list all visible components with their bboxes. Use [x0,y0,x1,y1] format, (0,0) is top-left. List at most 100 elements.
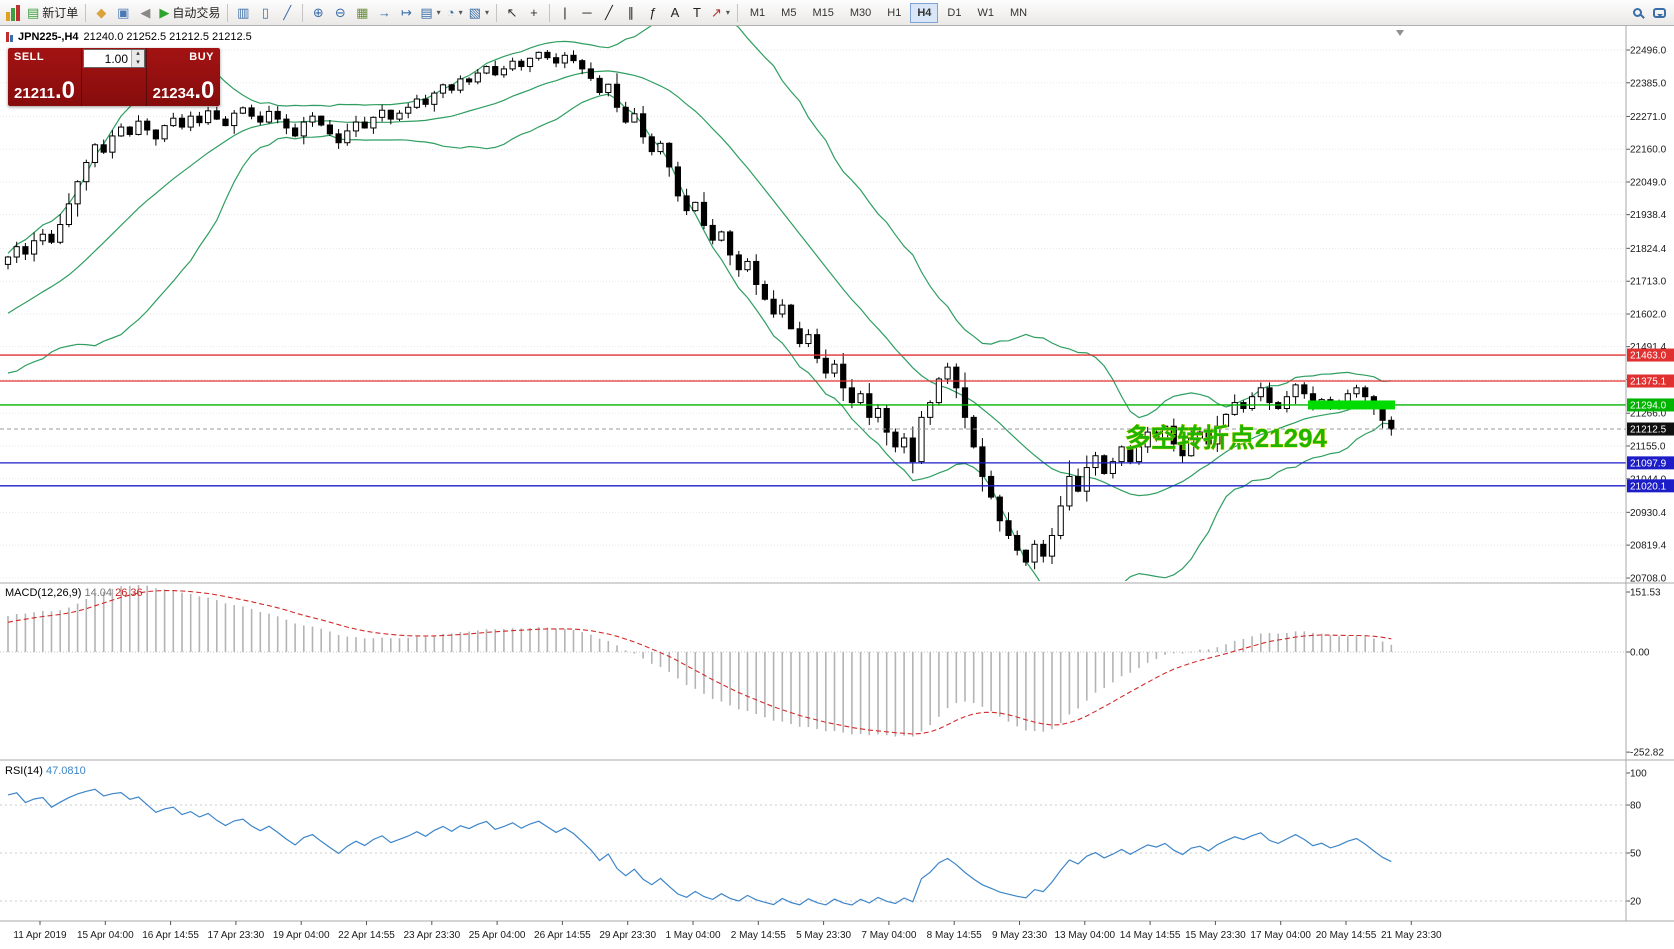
timeframe-w1-button[interactable]: W1 [977,6,994,19]
vertical-line-button[interactable]: | [554,2,576,24]
zoom-out-button[interactable]: ⊖ [329,2,351,24]
dropdown-caret-icon: ▾ [484,8,489,17]
volume-input[interactable]: 1.00 ▴ ▾ [83,49,145,68]
period-icon: ◔ [446,5,455,20]
search-button[interactable] [1626,2,1648,24]
equidistant-channel-icon: ∥ [627,5,635,20]
volume-box: 1.00 ▴ ▾ [82,48,146,106]
buy-label: BUY [189,51,214,63]
new-order-button[interactable]: ▤ 新订单 [24,2,81,24]
arrows-icon: ↗ [710,5,722,20]
accounts-button[interactable]: ▣ [112,2,134,24]
toolbar-separator [736,3,738,22]
dropdown-caret-icon: ▾ [458,8,463,17]
timeframe-m5-button[interactable]: M5 [781,6,797,19]
time-axis-label: 29 Apr 23:30 [599,930,656,941]
crosshair-button[interactable]: + [523,2,545,24]
favorites-icon: ◆ [96,5,107,20]
autotrade-button[interactable]: ▶ 自动交易 [156,2,223,24]
volume-up-button[interactable]: ▴ [132,50,144,59]
svg-text:0.00: 0.00 [1630,648,1650,659]
equidistant-channel-button[interactable]: ∥ [620,2,642,24]
time-axis-label: 25 Apr 04:00 [469,930,526,941]
svg-text:22385.0: 22385.0 [1630,78,1667,89]
timeframe-h1-button[interactable]: H1 [887,6,902,19]
bar-chart-icon: ▥ [237,5,250,20]
candlestick-mini-icon [6,32,13,42]
cursor-button[interactable]: ↖ [501,2,523,24]
favorites-button[interactable]: ◆ [90,2,112,24]
text-button[interactable]: A [664,2,686,24]
svg-text:80: 80 [1630,801,1642,812]
horizontal-line-button[interactable]: ─ [576,2,598,24]
new-chart-button[interactable]: ▤ ▾ [417,2,443,24]
sell-button[interactable]: SELL 21211.0 [8,48,82,106]
main-toolbar: ▤ 新订单 ◆ ▣ ◀ ▶ 自动交易 ▥ ▯ ╱ ⊕ ⊖ ▦ → ↦ ▤ ▾ ◔ ▾ ▧ ▾ ↖ + | ─ ╱ ∥ ƒ A T ↗ ▾ M1 M… [0,0,1674,26]
templates-button[interactable]: ▧ ▾ [466,2,492,24]
svg-text:21020.1: 21020.1 [1630,481,1667,492]
zoom-out-icon: ⊖ [334,5,346,20]
bar-chart-button[interactable]: ▥ [232,2,254,24]
timeframe-h4-button[interactable]: H4 [910,2,939,23]
zoom-in-button[interactable]: ⊕ [307,2,329,24]
period-button[interactable]: ◔ ▾ [444,2,466,24]
level-lines [0,354,1626,487]
volume-value: 1.00 [104,51,128,66]
sell-price: 21211.0 [14,77,75,104]
line-chart-icon: ╱ [283,5,292,20]
svg-text:21713.0: 21713.0 [1630,277,1667,288]
svg-text:20819.4: 20819.4 [1630,541,1667,552]
text-label-button[interactable]: T [686,2,708,24]
fibonacci-icon: ƒ [649,5,657,20]
time-axis-label: 7 May 04:00 [861,930,916,941]
svg-text:-252.82: -252.82 [1630,748,1664,759]
svg-text:50: 50 [1630,849,1642,860]
candlestick-chart-icon: ▯ [261,5,269,20]
svg-text:151.53: 151.53 [1630,587,1661,598]
chart-shift-button[interactable]: ↦ [395,2,417,24]
one-click-trading-panel: SELL 21211.0 1.00 ▴ ▾ BUY 21234.0 [8,48,220,106]
volume-down-button[interactable]: ▾ [132,58,144,67]
buy-button[interactable]: BUY 21234.0 [146,48,220,106]
sounds-button[interactable]: ◀ [134,2,156,24]
toolbar-separator [548,3,550,22]
arrows-button[interactable]: ↗ ▾ [708,2,733,24]
new-order-label: 新订单 [42,6,79,20]
svg-text:22496.0: 22496.0 [1630,46,1667,57]
svg-text:20930.4: 20930.4 [1630,508,1667,519]
chart-symbol-label: JPN225-,H4 [18,31,79,43]
timeframe-m15-button[interactable]: M15 [812,6,834,19]
horizontal-line-icon: ─ [582,5,592,20]
fibonacci-button[interactable]: ƒ [642,2,664,24]
highlight-bar-object[interactable] [1308,400,1395,410]
timeframe-d1-button[interactable]: D1 [947,6,962,19]
time-axis-label: 2 May 14:55 [731,930,786,941]
bollinger-lower-band [7,93,1392,581]
chart-snapshot-button[interactable]: ▦ [351,2,373,24]
line-chart-button[interactable]: ╱ [276,2,298,24]
time-axis-label: 13 May 04:00 [1054,930,1115,941]
timeframe-m1-button[interactable]: M1 [749,6,766,19]
annotation-text[interactable]: 多空转折点21294 [1124,423,1328,454]
time-axis-label: 17 Apr 23:30 [208,930,265,941]
svg-text:20: 20 [1630,897,1642,908]
chart-shift-icon: ↦ [400,5,412,20]
time-axis-label: 14 May 14:55 [1120,930,1181,941]
dropdown-caret-icon: ▾ [725,8,730,17]
autotrade-label: 自动交易 [172,6,221,20]
trendline-button[interactable]: ╱ [598,2,620,24]
text-label-icon: T [692,5,701,20]
candlestick-chart-button[interactable]: ▯ [254,2,276,24]
timeframe-mn-button[interactable]: MN [1009,6,1028,19]
chat-icon [1652,7,1666,18]
svg-text:21491.4: 21491.4 [1630,342,1667,353]
svg-text:21602.0: 21602.0 [1630,310,1667,321]
timeframe-m30-button[interactable]: M30 [849,6,872,19]
volume-spinner: ▴ ▾ [131,50,144,67]
time-axis-label: 26 Apr 14:55 [534,930,591,941]
auto-scroll-button[interactable]: → [373,2,395,24]
chat-button[interactable] [1648,2,1670,24]
auto-scroll-icon: → [377,5,391,20]
chart-ohlc-values: 21240.0 21252.5 21212.5 21212.5 [83,31,252,43]
